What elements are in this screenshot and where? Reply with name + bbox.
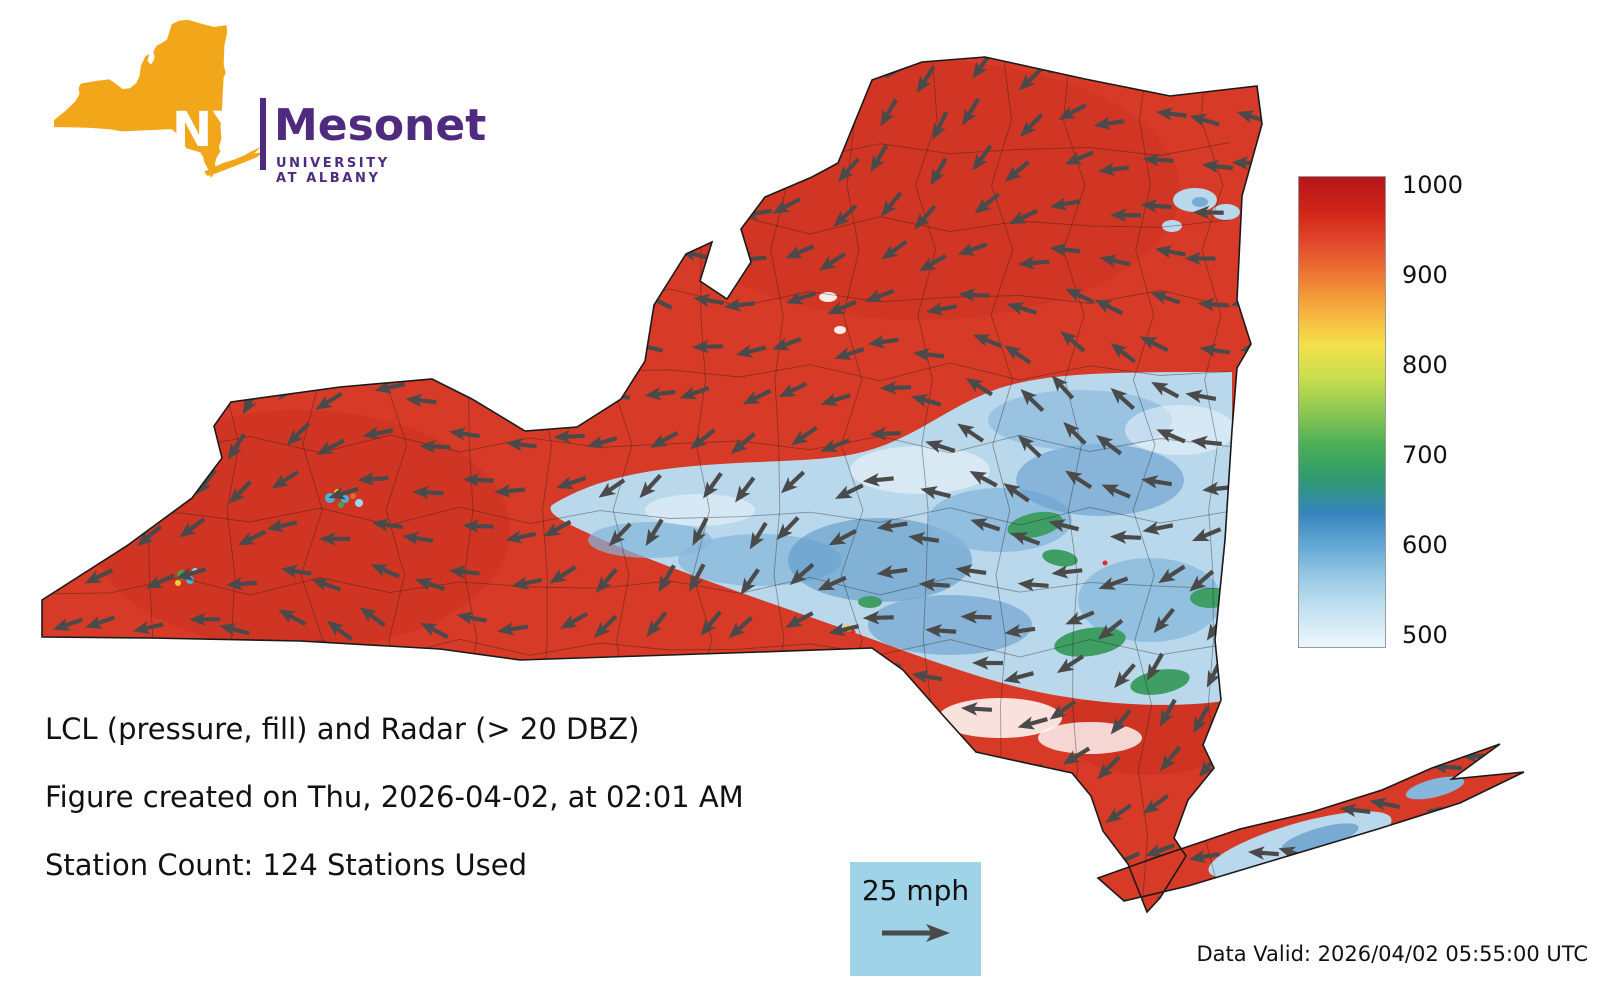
wind-speed-label: 25 mph (861, 874, 970, 907)
lcl-pressure-colorbar (1298, 176, 1386, 648)
ny-state-logo-shape (54, 19, 265, 178)
logo-mesonet-label: Mesonet (274, 100, 487, 151)
right-arrow-icon (881, 924, 950, 942)
logo-university-label: UNIVERSITY AT ALBANY (276, 156, 390, 186)
figure-caption: LCL (pressure, fill) and Radar (> 20 DBZ… (45, 712, 744, 916)
colorbar-tick: 900 (1402, 261, 1448, 289)
wind-speed-legend: 25 mph (850, 862, 981, 976)
colorbar-tick: 1000 (1402, 171, 1464, 199)
nys-mesonet-logo: NYS Mesonet UNIVERSITY AT ALBANY (52, 6, 486, 196)
data-valid-timestamp: Data Valid: 2026/04/02 05:55:00 UTC (1196, 942, 1588, 966)
colorbar-tick: 700 (1402, 441, 1448, 469)
logo-divider (260, 98, 266, 170)
colorbar-tick: 600 (1402, 531, 1448, 559)
colorbar-tick: 800 (1402, 351, 1448, 379)
caption-created-line: Figure created on Thu, 2026-04-02, at 02… (45, 780, 744, 814)
caption-variable-line: LCL (pressure, fill) and Radar (> 20 DBZ… (45, 712, 640, 746)
colorbar-tick: 500 (1402, 621, 1448, 649)
caption-station-count-line: Station Count: 124 Stations Used (45, 848, 528, 882)
colorbar-tick-labels: 1000 900 800 700 600 500 (1402, 172, 1463, 648)
